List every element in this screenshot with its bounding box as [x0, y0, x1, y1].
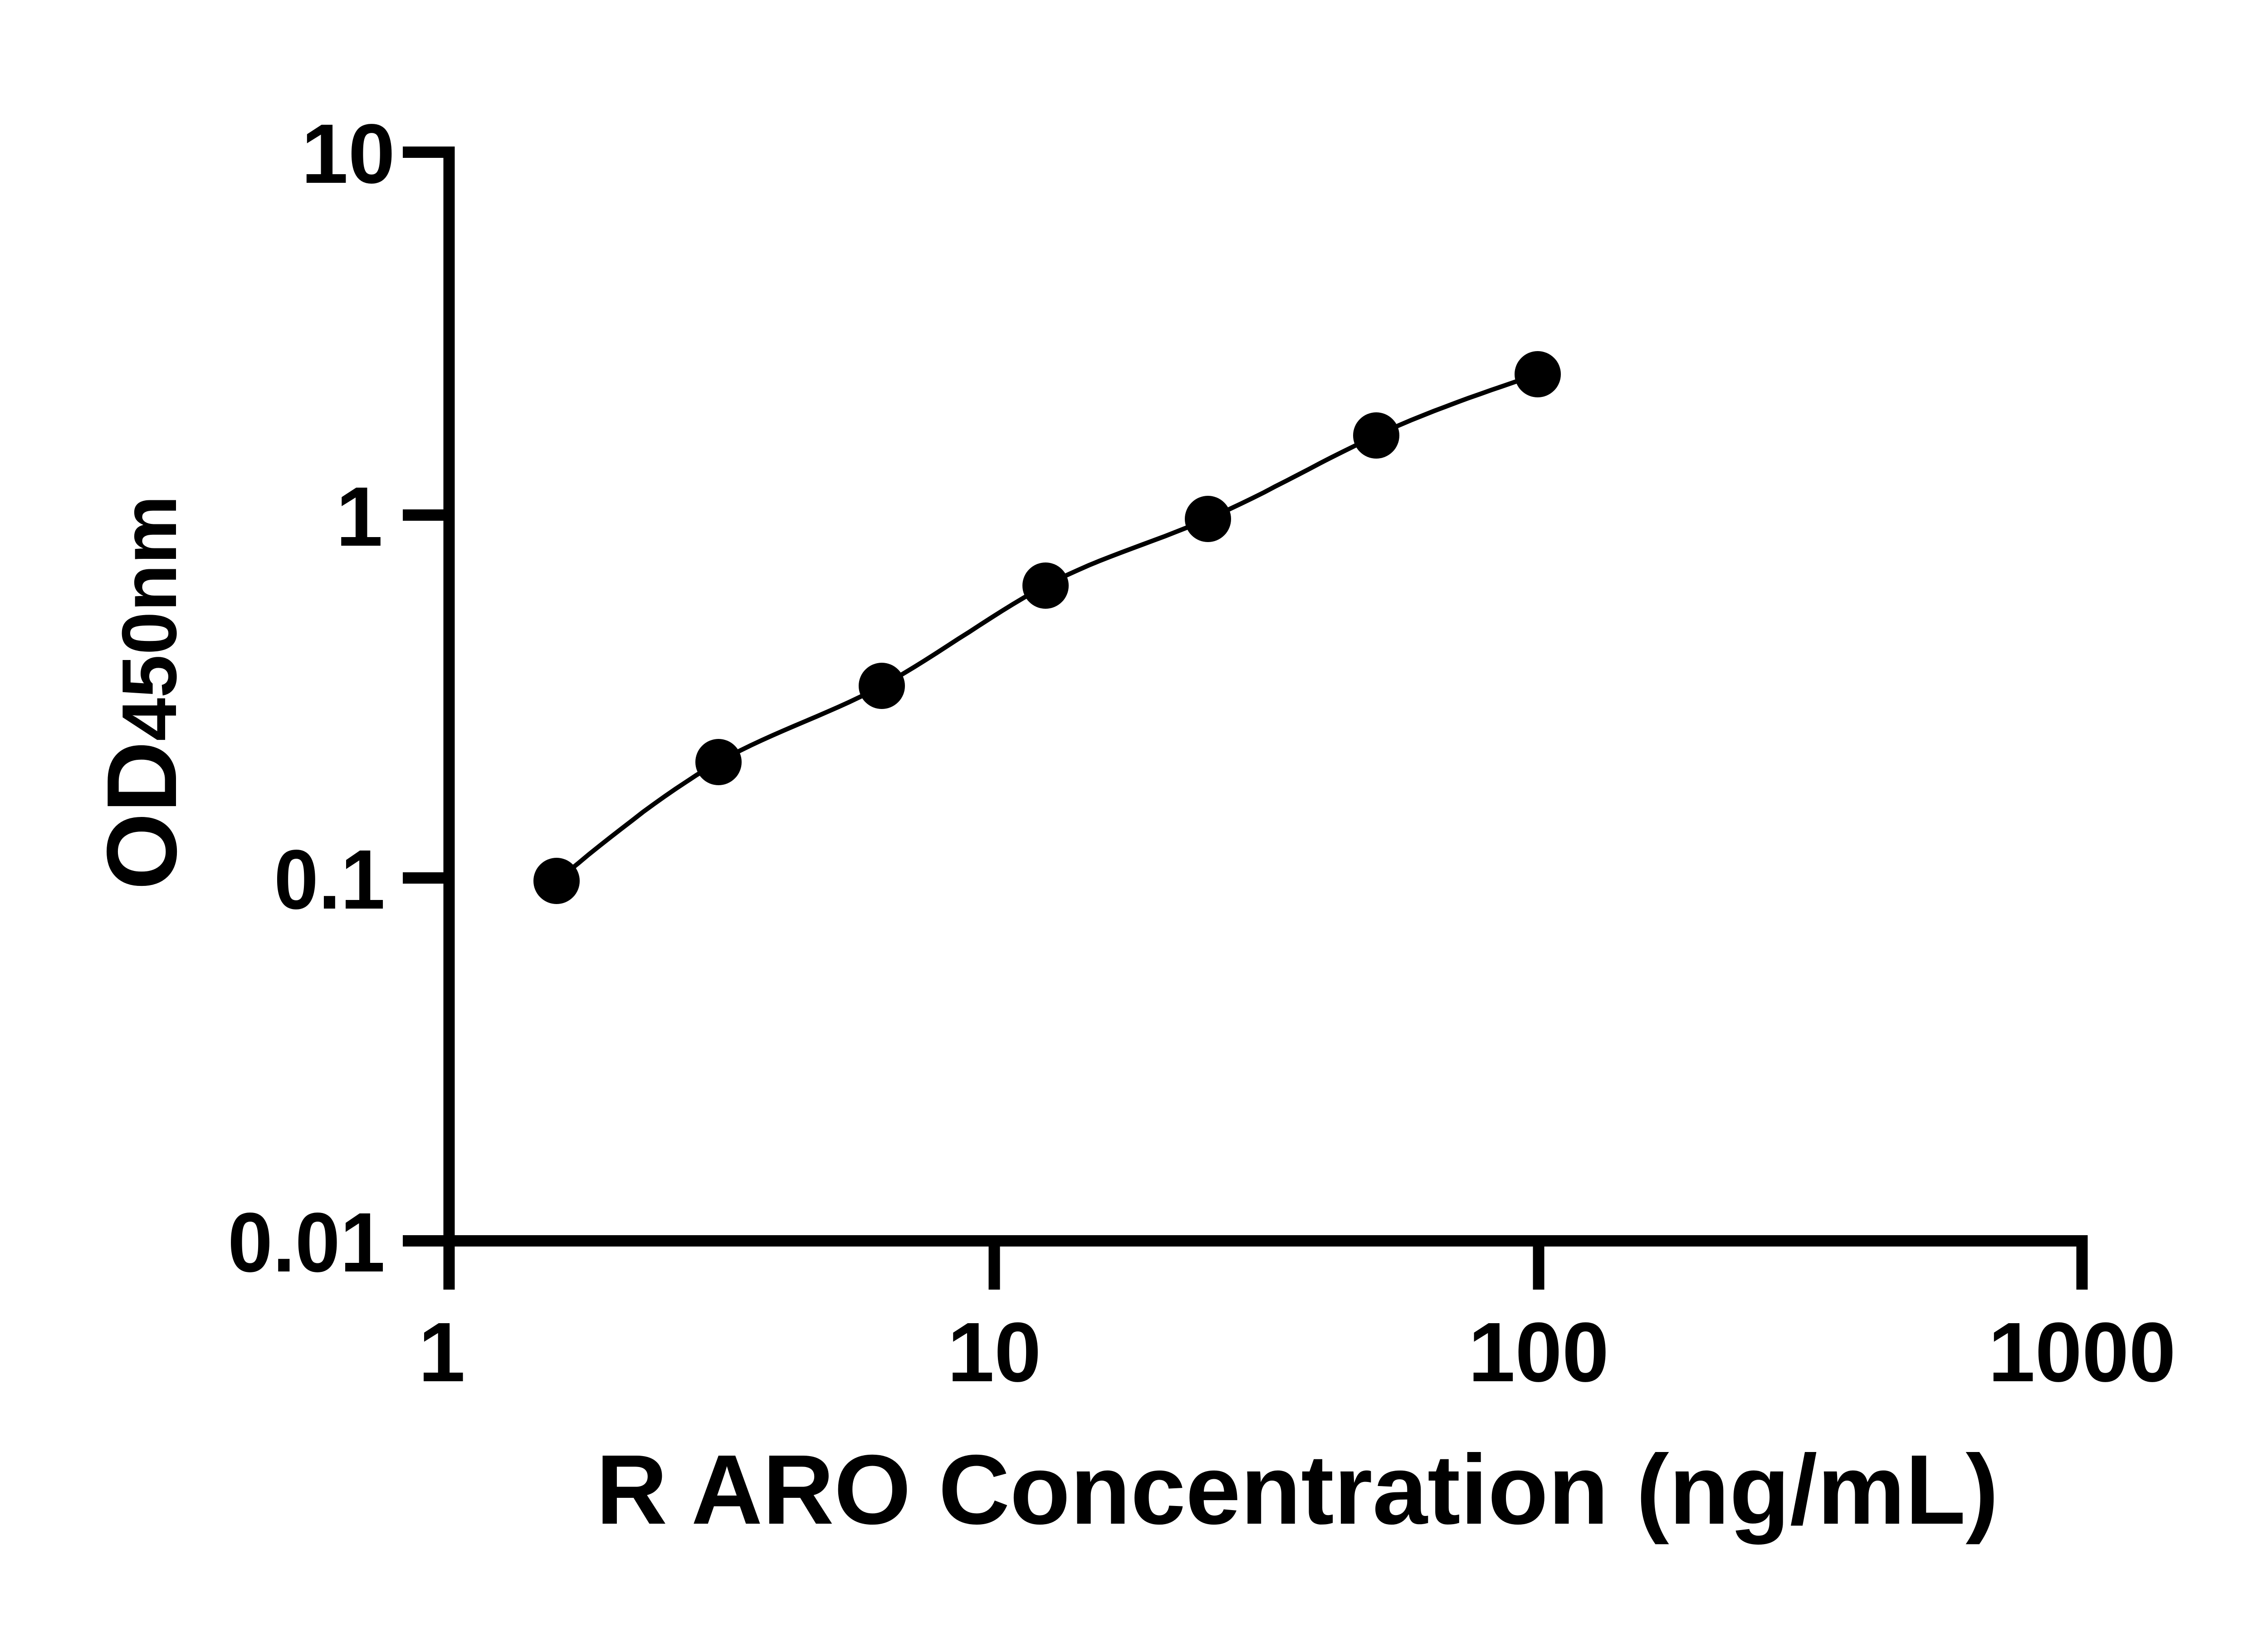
svg-text:10: 10	[948, 1305, 1041, 1399]
svg-text:100: 100	[1468, 1305, 1609, 1399]
svg-text:0.01: 0.01	[228, 1196, 385, 1290]
svg-text:10: 10	[301, 107, 395, 201]
svg-text:0.1: 0.1	[274, 833, 385, 927]
svg-text:OD450nm: OD450nm	[87, 495, 197, 890]
svg-text:R ARO Concentration (ng/mL): R ARO Concentration (ng/mL)	[596, 1435, 1999, 1545]
svg-text:1: 1	[418, 1305, 465, 1399]
svg-text:1: 1	[336, 470, 383, 564]
svg-text:1000: 1000	[1988, 1305, 2176, 1399]
